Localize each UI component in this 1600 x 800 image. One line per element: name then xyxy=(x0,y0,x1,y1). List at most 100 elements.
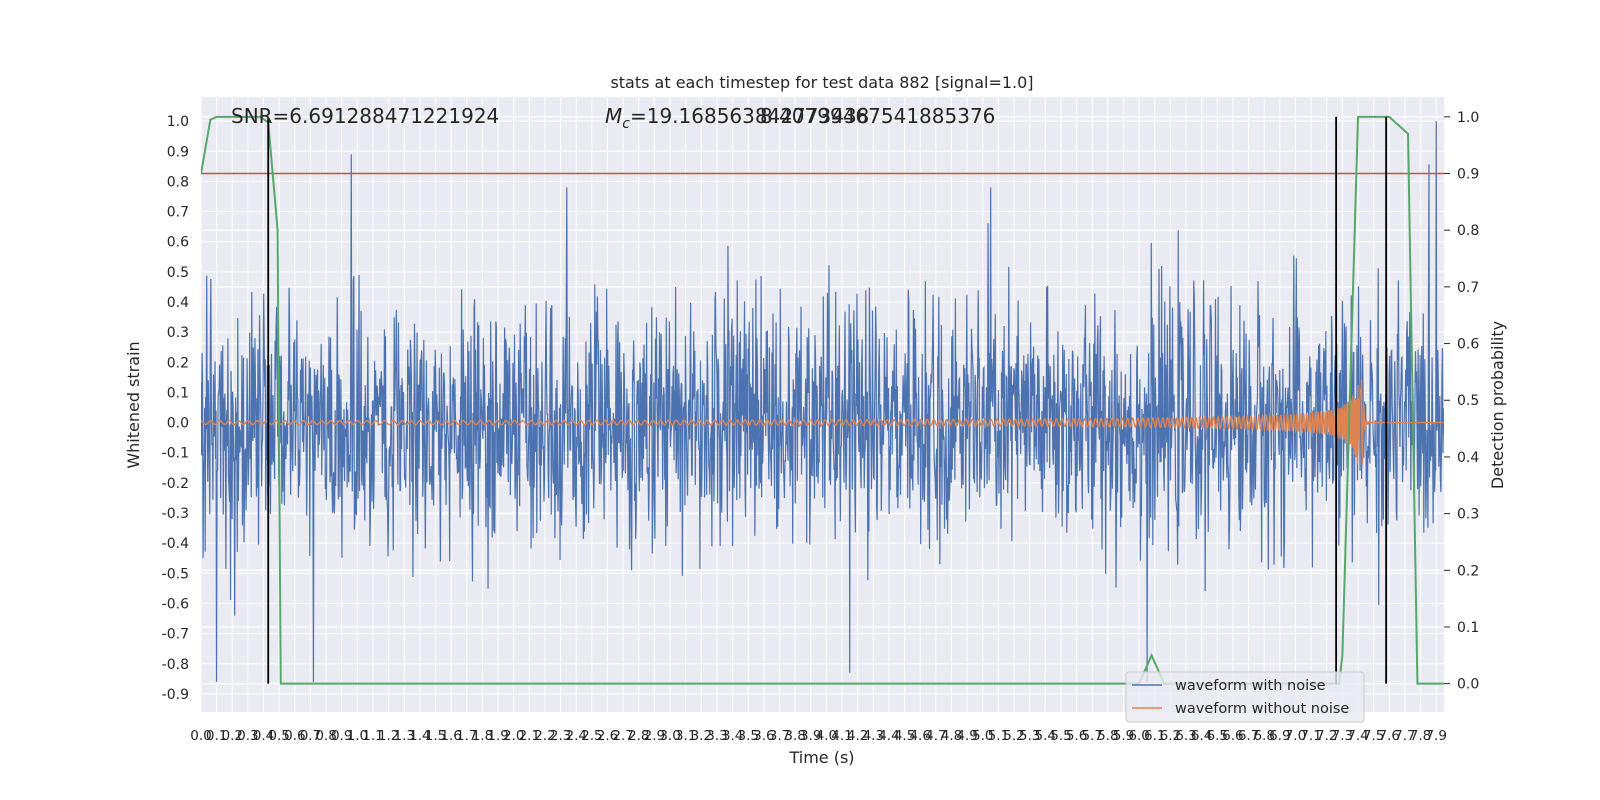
x-tick-label: 7.1 xyxy=(1300,728,1321,744)
x-tick-label: 7.5 xyxy=(1363,728,1384,744)
x-tick-labels: 0.00.10.20.30.40.50.60.70.80.91.01.11.21… xyxy=(190,728,1447,744)
y-tick-label-left: 0.5 xyxy=(167,265,189,281)
x-tick-label: 4.8 xyxy=(941,728,962,744)
x-tick-label: 5.7 xyxy=(1081,728,1102,744)
snr-annotation: SNR=6.691288471221924 xyxy=(231,104,499,128)
x-tick-label: 3.6 xyxy=(753,728,774,744)
y-tick-label-left: 0.7 xyxy=(167,205,189,221)
y-tick-labels-right: 0.0 0.1 0.2 0.3 0.4 0.5 0.6 0.7 0.8 0.9 1.0 xyxy=(1444,110,1479,693)
x-tick-label: 5.4 xyxy=(1035,728,1056,744)
y-tick-labels-left: -0.9 -0.8 -0.7 -0.6 -0.5 -0.4 -0.3 -0.2 -0.1 0.0 0… xyxy=(162,114,189,703)
x-tick-label: 5.6 xyxy=(1066,728,1087,744)
overlapping-annotation: 8.40799467541885376 xyxy=(760,104,995,128)
x-tick-label: 1.2 xyxy=(378,728,399,744)
chirp-mass-symbol: M xyxy=(605,104,622,128)
legend-label-signal: waveform without noise xyxy=(1175,701,1349,717)
x-tick-label: 4.6 xyxy=(909,728,930,744)
chirp-mass-subscript: c xyxy=(622,116,630,132)
x-tick-label: 4.3 xyxy=(863,728,884,744)
y-tick-label-right: 0.6 xyxy=(1457,337,1479,353)
y-tick-label-left: 0.8 xyxy=(167,174,189,190)
x-tick-label: 2.0 xyxy=(503,728,524,744)
x-tick-label: 3.3 xyxy=(706,728,727,744)
x-tick-label: 2.1 xyxy=(519,728,540,744)
y-tick-label-left: -0.8 xyxy=(162,657,189,673)
x-tick-label: 6.1 xyxy=(1144,728,1165,744)
y-tick-label-right: 0.3 xyxy=(1457,507,1479,523)
series-waveform-with-noise xyxy=(201,121,1444,682)
x-tick-label: 0.7 xyxy=(300,728,321,744)
y-axis-label-left: Whitened strain xyxy=(124,341,143,468)
x-tick-label: 7.9 xyxy=(1425,728,1446,744)
y-tick-label-left: -0.1 xyxy=(162,446,189,462)
x-tick-label: 2.3 xyxy=(550,728,571,744)
y-tick-label-right: 0.0 xyxy=(1457,677,1479,693)
y-tick-label-right: 0.8 xyxy=(1457,223,1479,239)
y-tick-label-right: 0.5 xyxy=(1457,393,1479,409)
x-tick-label: 3.8 xyxy=(784,728,805,744)
x-tick-label: 2.8 xyxy=(628,728,649,744)
x-tick-label: 6.0 xyxy=(1128,728,1149,744)
x-tick-label: 6.6 xyxy=(1222,728,1243,744)
x-tick-label: 5.0 xyxy=(972,728,993,744)
chirp-mass-value: =19.168563842773438 xyxy=(630,104,869,128)
x-tick-label: 3.0 xyxy=(659,728,680,744)
x-tick-label: 6.9 xyxy=(1269,728,1290,744)
x-tick-label: 3.2 xyxy=(691,728,712,744)
x-tick-label: 7.6 xyxy=(1379,728,1400,744)
x-tick-label: 5.1 xyxy=(988,728,1009,744)
chirp-mass-annotation: Mc=19.168563842773438 xyxy=(605,104,869,132)
x-tick-label: 2.6 xyxy=(597,728,618,744)
x-tick-label: 6.2 xyxy=(1160,728,1181,744)
x-tick-label: 1.3 xyxy=(394,728,415,744)
y-tick-label-left: -0.2 xyxy=(162,476,189,492)
x-tick-label: 4.0 xyxy=(816,728,837,744)
x-tick-label: 4.9 xyxy=(956,728,977,744)
x-tick-label: 3.4 xyxy=(722,728,743,744)
y-tick-label-left: -0.7 xyxy=(162,627,189,643)
x-tick-label: 0.0 xyxy=(190,728,211,744)
x-tick-label: 1.8 xyxy=(472,728,493,744)
x-tick-label: 4.1 xyxy=(831,728,852,744)
x-tick-label: 4.4 xyxy=(878,728,899,744)
x-tick-label: 5.5 xyxy=(1050,728,1071,744)
y-tick-label-right: 0.1 xyxy=(1457,620,1479,636)
x-tick-label: 2.2 xyxy=(534,728,555,744)
x-tick-label: 2.5 xyxy=(581,728,602,744)
y-tick-label-right: 0.9 xyxy=(1457,167,1479,183)
x-tick-label: 0.6 xyxy=(284,728,305,744)
probability-line xyxy=(201,115,1444,685)
legend-box xyxy=(1125,671,1365,723)
x-tick-label: 1.6 xyxy=(440,728,461,744)
x-tick-label: 5.3 xyxy=(1019,728,1040,744)
x-tick-label: 7.7 xyxy=(1394,728,1415,744)
x-axis-label: Time (s) xyxy=(788,748,854,767)
y-axis-label-right: Detection probability xyxy=(1488,321,1507,489)
x-tick-label: 1.0 xyxy=(347,728,368,744)
x-tick-label: 0.1 xyxy=(206,728,227,744)
x-tick-label: 2.7 xyxy=(612,728,633,744)
legend: waveform with noise waveform without noi… xyxy=(1125,671,1365,723)
x-tick-label: 6.5 xyxy=(1207,728,1228,744)
y-tick-label-left: 0.9 xyxy=(167,144,189,160)
x-tick-label: 4.7 xyxy=(925,728,946,744)
x-tick-label: 7.4 xyxy=(1347,728,1368,744)
x-tick-label: 7.8 xyxy=(1410,728,1431,744)
y-tick-label-left: 0.4 xyxy=(167,295,189,311)
x-tick-label: 3.5 xyxy=(737,728,758,744)
x-tick-label: 4.5 xyxy=(894,728,915,744)
x-tick-label: 0.2 xyxy=(222,728,243,744)
x-tick-label: 3.9 xyxy=(800,728,821,744)
y-tick-label-left: 0.6 xyxy=(167,235,189,251)
y-tick-label-left: 1.0 xyxy=(167,114,189,130)
y-tick-label-left: -0.4 xyxy=(162,536,189,552)
x-tick-label: 5.8 xyxy=(1097,728,1118,744)
y-tick-label-left: 0.2 xyxy=(167,355,189,371)
x-tick-label: 1.5 xyxy=(425,728,446,744)
y-tick-label-left: 0.0 xyxy=(167,416,189,432)
y-tick-label-right: 0.4 xyxy=(1457,450,1479,466)
x-tick-label: 6.4 xyxy=(1191,728,1212,744)
y-tick-label-left: -0.3 xyxy=(162,506,189,522)
y-tick-label-right: 1.0 xyxy=(1457,110,1479,126)
y-tick-label-right: 0.2 xyxy=(1457,563,1479,579)
